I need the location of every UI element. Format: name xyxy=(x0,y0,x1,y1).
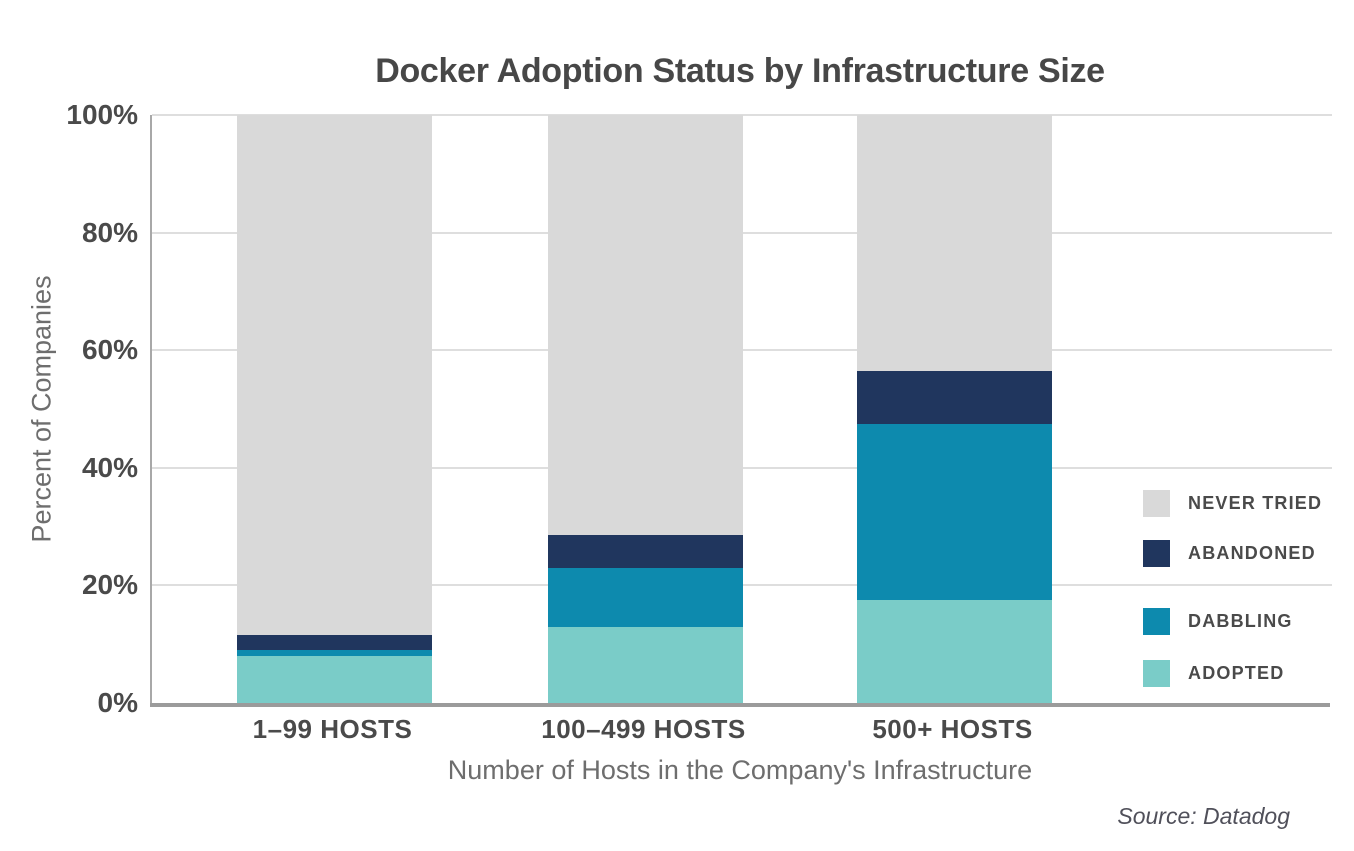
grid-line-100 xyxy=(152,114,1332,116)
x-tick-label-500-hosts: 500+ HOSTS xyxy=(872,714,1033,744)
legend-label-adopted: ADOPTED xyxy=(1188,663,1285,683)
legend-item-abandoned: ABANDONED xyxy=(1143,540,1316,567)
legend-label-never-tried: NEVER TRIED xyxy=(1188,493,1323,513)
bar-segment-never-tried xyxy=(548,115,743,536)
y-tick-label-100: 100% xyxy=(66,99,138,130)
chart-title: Docker Adoption Status by Infrastructure… xyxy=(375,52,1105,90)
legend-item-adopted: ADOPTED xyxy=(1143,660,1284,687)
legend-swatch-adopted xyxy=(1143,660,1170,687)
legend-swatch-never-tried xyxy=(1143,490,1170,517)
bar-segment-never-tried xyxy=(237,115,432,636)
plot-area xyxy=(150,114,1332,703)
y-tick-label-20: 20% xyxy=(81,569,138,601)
bar-1-99-hosts xyxy=(237,115,432,703)
y-tick-label-40: 40% xyxy=(81,451,138,483)
y-axis-title: Percent of Companies xyxy=(26,275,57,543)
x-axis-line xyxy=(150,703,1330,707)
legend-item-never-tried: NEVER TRIED xyxy=(1143,490,1322,517)
bar-segment-abandoned xyxy=(548,535,743,568)
y-tick-label-0: 0% xyxy=(97,687,138,718)
bar-segment-adopted xyxy=(237,655,432,703)
bar-500-hosts xyxy=(857,115,1052,703)
source-note: Source: Datadog xyxy=(1117,803,1290,829)
bar-segment-dabbling xyxy=(237,650,432,656)
bar-segment-dabbling xyxy=(548,567,743,627)
x-tick-label-1-99-hosts: 1–99 HOSTS xyxy=(252,714,413,744)
legend-swatch-dabbling xyxy=(1143,608,1170,635)
bar-100-499-hosts xyxy=(548,115,743,703)
legend-item-dabbling: DABBLING xyxy=(1143,608,1293,635)
bar-segment-adopted xyxy=(548,626,743,703)
bar-segment-dabbling xyxy=(857,423,1052,601)
bar-segment-abandoned xyxy=(237,635,432,651)
legend-swatch-abandoned xyxy=(1143,540,1170,567)
y-tick-label-60: 60% xyxy=(81,334,138,366)
legend-label-dabbling: DABBLING xyxy=(1188,611,1293,631)
bar-segment-never-tried xyxy=(857,115,1052,371)
x-axis-title: Number of Hosts in the Company's Infrast… xyxy=(447,755,1033,785)
bar-segment-abandoned xyxy=(857,370,1052,424)
x-tick-label-100-499-hosts: 100–499 HOSTS xyxy=(541,714,746,744)
legend-label-abandoned: ABANDONED xyxy=(1188,543,1316,563)
y-tick-label-80: 80% xyxy=(81,216,138,248)
bar-segment-adopted xyxy=(857,600,1052,703)
